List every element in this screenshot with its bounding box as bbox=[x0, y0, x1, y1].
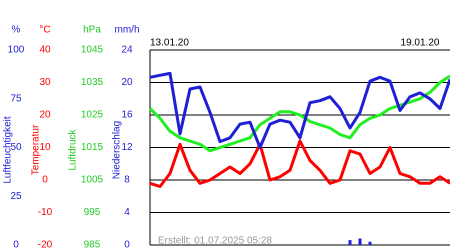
y-tick-label: 0 bbox=[42, 175, 48, 186]
precip-bar bbox=[358, 238, 362, 245]
y-tick-label: 12 bbox=[121, 142, 133, 153]
series-line bbox=[149, 71, 450, 149]
axis-unit: mm/h bbox=[115, 25, 140, 36]
y-tick-label: 16 bbox=[121, 110, 133, 121]
y-tick-label: 20 bbox=[39, 110, 51, 121]
axis-unit: % bbox=[12, 25, 21, 36]
y-tick-label: 4 bbox=[124, 207, 130, 218]
axis-title: Luftdruck bbox=[68, 128, 79, 170]
y-tick-label: -20 bbox=[38, 240, 53, 250]
y-tick-label: 995 bbox=[84, 207, 101, 218]
x-tick-label: 13.01.20 bbox=[150, 38, 189, 49]
y-tick-label: 1035 bbox=[81, 77, 104, 88]
x-tick-label: 19.01.20 bbox=[401, 38, 440, 49]
precip-bar bbox=[348, 240, 352, 245]
axis-unit: hPa bbox=[83, 25, 101, 36]
y-tick-label: 20 bbox=[121, 77, 133, 88]
axis-title: Temperatur bbox=[31, 124, 42, 175]
note: Erstellt: 01.07.2025 05:28 bbox=[158, 236, 272, 247]
y-tick-label: 1025 bbox=[81, 110, 104, 121]
y-tick-label: 24 bbox=[121, 45, 133, 56]
y-tick-label: 50 bbox=[10, 142, 22, 153]
y-tick-label: 985 bbox=[84, 240, 101, 250]
y-tick-label: 25 bbox=[10, 191, 22, 202]
y-tick-label: 8 bbox=[124, 175, 130, 186]
y-tick-label: 1045 bbox=[81, 45, 104, 56]
y-tick-label: 10 bbox=[39, 142, 51, 153]
axis-unit: °C bbox=[39, 25, 50, 36]
precip-bar bbox=[368, 241, 372, 245]
y-tick-label: 100 bbox=[8, 45, 25, 56]
y-tick-label: 0 bbox=[13, 240, 19, 250]
y-tick-label: 1005 bbox=[81, 175, 104, 186]
y-tick-label: 40 bbox=[39, 45, 51, 56]
y-tick-label: 1015 bbox=[81, 142, 104, 153]
series-line bbox=[148, 74, 450, 153]
series-line bbox=[149, 139, 450, 188]
y-tick-label: -10 bbox=[38, 207, 53, 218]
y-tick-label: 75 bbox=[10, 93, 22, 104]
axis-title: Niederschlag bbox=[112, 121, 123, 179]
y-tick-label: 30 bbox=[39, 77, 51, 88]
axis-title: Luftfeuchtigkeit bbox=[3, 116, 14, 183]
y-tick-label: 0 bbox=[124, 240, 130, 250]
